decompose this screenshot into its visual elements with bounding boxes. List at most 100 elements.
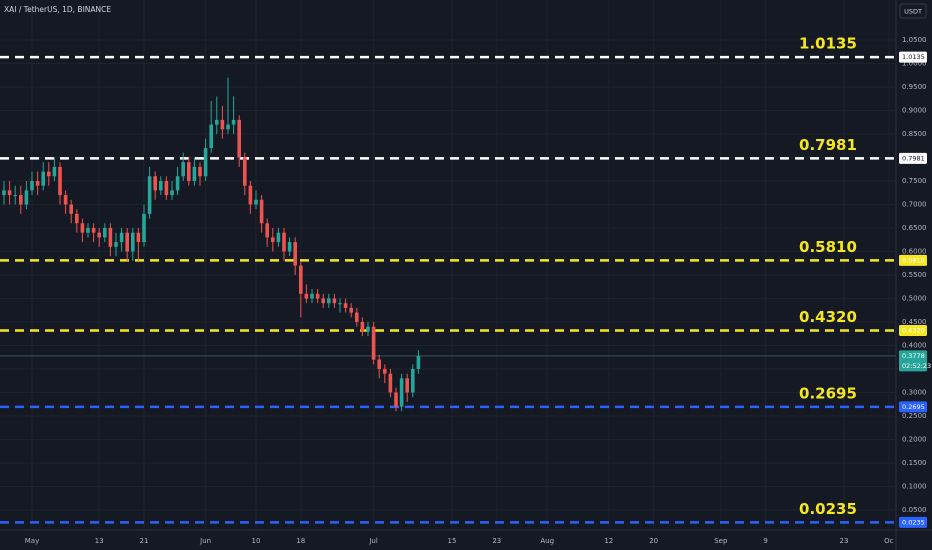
candle-body — [181, 162, 185, 177]
candle-body — [2, 190, 6, 196]
candle-body — [203, 148, 208, 177]
x-tick-label: 12 — [604, 537, 613, 545]
y-tick-label: 1.0000 — [902, 59, 927, 67]
y-tick-label: 0.5500 — [902, 271, 927, 279]
x-tick-label: 10 — [252, 537, 261, 545]
candle-body — [271, 237, 275, 243]
candle-body — [248, 185, 253, 205]
candle-body — [399, 378, 404, 407]
candle-body — [58, 166, 62, 196]
countdown-label: 02:52:23 — [902, 362, 931, 370]
candle-body — [170, 190, 174, 196]
candle-body — [119, 232, 124, 243]
candle-body — [86, 227, 90, 233]
level-tag-label: 1.0135 — [902, 53, 925, 61]
candle-body — [360, 321, 365, 332]
axes: 0.05000.10000.15000.20000.25000.30000.35… — [25, 36, 931, 545]
chart-title: XAI / TetherUS, 1D, BINANCE — [4, 5, 111, 14]
candle-body — [377, 359, 381, 369]
x-tick-label: 23 — [840, 537, 849, 545]
x-tick-label: 21 — [140, 537, 149, 545]
y-tick-label: 0.9000 — [902, 106, 927, 114]
candle-body — [147, 176, 152, 214]
x-tick-label: 9 — [763, 537, 767, 545]
y-tick-label: 0.1000 — [902, 482, 927, 490]
candle-body — [30, 180, 34, 191]
level-label: 0.0235 — [799, 500, 857, 518]
grid — [0, 0, 896, 530]
candle-body — [136, 232, 141, 243]
level-tag — [899, 401, 927, 413]
x-tick-label: 15 — [448, 537, 457, 545]
candle-body — [332, 298, 337, 304]
candle-body — [164, 180, 169, 196]
candle-body — [7, 190, 12, 196]
candle-body — [35, 180, 40, 186]
candle-body — [75, 213, 79, 224]
level-tag — [899, 51, 927, 63]
candle-body — [338, 303, 342, 305]
y-tick-label: 0.7500 — [902, 177, 927, 185]
level-tag — [899, 254, 927, 266]
y-tick-label: 0.6500 — [902, 224, 927, 232]
candle-body — [125, 232, 129, 252]
x-tick-label: Aug — [540, 537, 554, 545]
candle-body — [215, 119, 219, 125]
candle-body — [97, 232, 101, 238]
candle-body — [321, 298, 325, 304]
y-tick-label: 0.7000 — [902, 200, 927, 208]
level-label: 0.7981 — [799, 136, 857, 154]
candle-body — [80, 223, 85, 233]
levels: 1.0135 0.7981 0.5810 0.4320 0.2695 0.0235 — [0, 35, 896, 524]
candle-body — [282, 232, 286, 252]
y-tick-label: 0.9500 — [902, 83, 927, 91]
candle-body — [231, 119, 236, 125]
y-tick-label: 0.4000 — [902, 341, 927, 349]
candle-body — [198, 166, 202, 177]
candle-body — [287, 242, 292, 252]
currency-button[interactable] — [899, 3, 927, 19]
level-label: 1.0135 — [799, 35, 857, 53]
x-tick-label: 23 — [492, 537, 501, 545]
candle-body — [405, 378, 409, 393]
x-tick-label: 20 — [649, 537, 658, 545]
level-label: 0.4320 — [799, 308, 857, 326]
level-label: 0.2695 — [799, 384, 857, 402]
candle-body — [19, 195, 23, 205]
candle-body — [69, 204, 73, 214]
currency-label[interactable]: USDT — [904, 8, 922, 16]
candle-body — [24, 190, 29, 205]
x-tick-label: 18 — [296, 537, 305, 545]
y-tick-label: 0.8500 — [902, 130, 927, 138]
y-tick-label: 0.0500 — [902, 506, 927, 514]
candle-body — [343, 303, 348, 308]
candle-body — [153, 176, 157, 191]
candle-body — [254, 199, 258, 205]
x-tick-label: Sep — [714, 537, 728, 545]
candle-body — [103, 227, 107, 238]
level-tag — [899, 324, 927, 336]
level-tag-label: 0.7981 — [902, 154, 925, 162]
candle-body — [366, 326, 370, 332]
candle-body — [411, 368, 415, 393]
candle-body — [327, 298, 331, 304]
x-tick-label: 13 — [95, 537, 104, 545]
candle-body — [304, 293, 309, 299]
candle-body — [349, 307, 353, 313]
y-tick-label: 0.1500 — [902, 459, 927, 467]
candle-body — [293, 242, 297, 266]
x-tick-label: Oc — [884, 537, 894, 545]
last-price-tag — [899, 350, 927, 372]
candle-body — [416, 355, 421, 369]
level-tag — [899, 516, 927, 528]
level-tag-label: 0.4320 — [902, 326, 925, 334]
candles — [2, 77, 421, 412]
candle-body — [159, 180, 163, 191]
candle-body — [371, 326, 376, 360]
candle-body — [41, 171, 45, 186]
candle-body — [175, 176, 180, 191]
y-tick-label: 0.2000 — [902, 435, 927, 443]
candle-body — [388, 373, 393, 393]
level-tag — [899, 152, 927, 164]
candle-body — [259, 199, 264, 224]
